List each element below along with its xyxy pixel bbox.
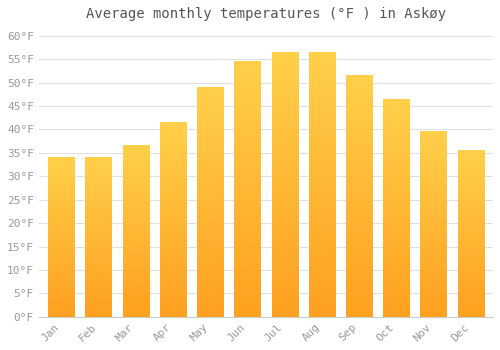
Bar	[308, 52, 335, 317]
Bar	[383, 99, 409, 317]
Bar	[197, 87, 223, 317]
Bar	[346, 76, 372, 317]
Bar	[272, 52, 297, 317]
Bar	[86, 158, 112, 317]
Title: Average monthly temperatures (°F ) in Askøy: Average monthly temperatures (°F ) in As…	[86, 7, 446, 21]
Bar	[458, 150, 483, 317]
Bar	[234, 61, 260, 317]
Bar	[122, 146, 148, 317]
Bar	[420, 132, 446, 317]
Bar	[48, 158, 74, 317]
Bar	[160, 122, 186, 317]
